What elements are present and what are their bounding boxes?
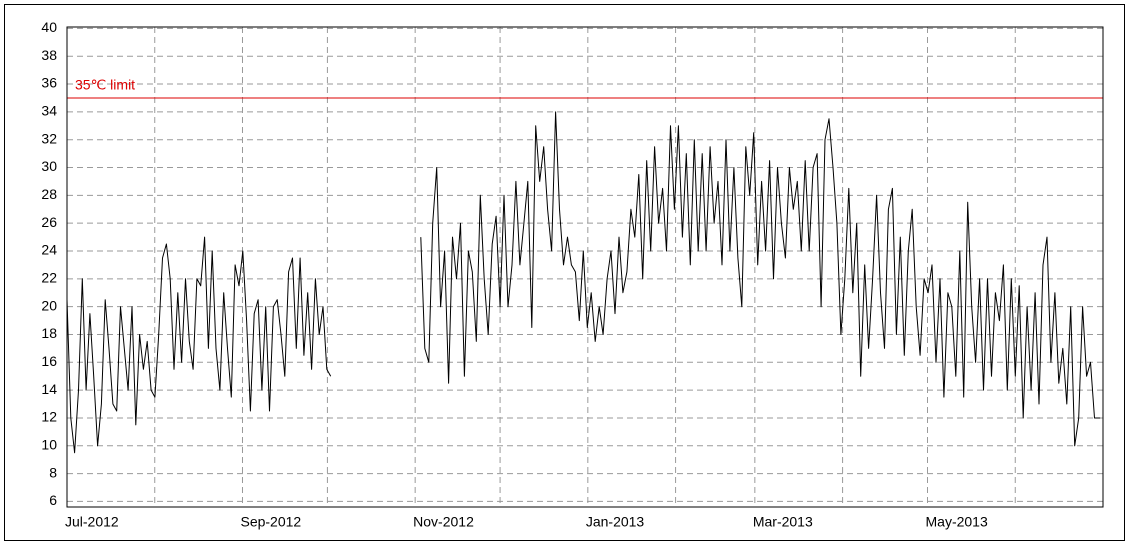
limit-label: 35℃ limit <box>75 77 135 93</box>
y-tick-label: 8 <box>49 464 57 480</box>
y-tick-label: 38 <box>41 47 57 63</box>
y-tick-label: 30 <box>41 158 57 174</box>
y-tick-label: 36 <box>41 75 57 91</box>
y-tick-label: 12 <box>41 409 57 425</box>
y-tick-label: 32 <box>41 130 57 146</box>
y-tick-label: 24 <box>41 242 57 258</box>
y-tick-label: 16 <box>41 353 57 369</box>
y-tick-label: 18 <box>41 325 57 341</box>
x-tick-label: Nov-2012 <box>413 514 474 530</box>
y-tick-label: 28 <box>41 186 57 202</box>
plot-border <box>66 26 1104 508</box>
x-tick-label: Jul-2012 <box>65 514 119 530</box>
y-tick-label: 22 <box>41 270 57 286</box>
frame <box>4 4 1125 541</box>
y-tick-label: 40 <box>41 19 57 35</box>
y-tick-label: 10 <box>41 436 57 452</box>
x-tick-label: Jan-2013 <box>586 514 645 530</box>
x-tick-label: Mar-2013 <box>753 514 813 530</box>
y-tick-label: 14 <box>41 381 57 397</box>
y-tick-label: 20 <box>41 297 57 313</box>
x-tick-label: May-2013 <box>926 514 988 530</box>
x-tick-label: Sep-2012 <box>240 514 301 530</box>
y-tick-label: 34 <box>41 103 57 119</box>
data-line <box>66 111 1101 454</box>
y-tick-label: 6 <box>49 492 57 508</box>
y-tick-label: 26 <box>41 214 57 230</box>
